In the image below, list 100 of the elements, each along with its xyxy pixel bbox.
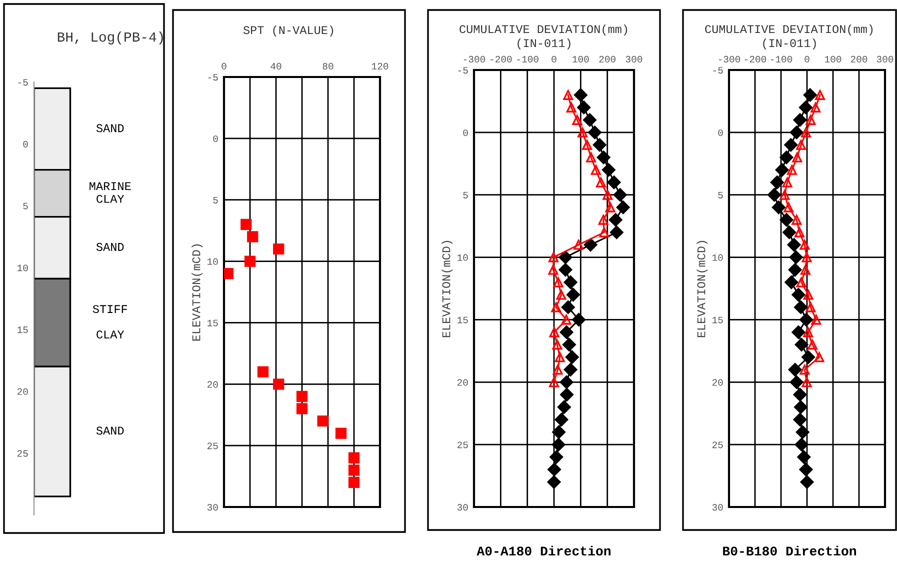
point xyxy=(602,163,616,177)
chart-title: SPT (N-VALUE) xyxy=(243,26,334,36)
point xyxy=(582,140,592,150)
point xyxy=(554,352,565,362)
point xyxy=(806,302,816,312)
x-tick-label: 40 xyxy=(270,62,282,70)
point xyxy=(811,314,822,325)
point xyxy=(782,177,792,188)
x-tick-label: -300 xyxy=(464,56,486,63)
chart-title: CUMULATIVE DEVIATION(mm) xyxy=(705,24,873,36)
point xyxy=(244,256,256,267)
point xyxy=(560,325,574,339)
y-tick-label: 5 xyxy=(213,196,218,204)
text: SAND xyxy=(96,242,124,251)
point xyxy=(552,438,566,452)
point xyxy=(797,450,811,464)
point xyxy=(780,190,790,200)
point xyxy=(793,412,807,426)
point xyxy=(800,264,810,275)
point xyxy=(794,338,808,352)
y-tick-label: 20 xyxy=(457,379,468,386)
y-tick-label: 25 xyxy=(17,450,28,457)
y-tick-label: 5 xyxy=(463,192,468,198)
point xyxy=(814,352,824,362)
point xyxy=(335,428,347,439)
point xyxy=(802,377,812,388)
point xyxy=(799,462,813,476)
x-tick-label: -300 xyxy=(718,56,740,63)
chart-subtitle: (IN-011) xyxy=(518,38,570,50)
point xyxy=(549,377,559,388)
point xyxy=(296,403,308,414)
x-tick-label: 0 xyxy=(804,56,810,63)
y-tick-label: 10 xyxy=(712,254,723,261)
y-tick-label: 25 xyxy=(712,442,723,448)
point xyxy=(590,164,601,175)
point xyxy=(775,163,789,177)
y-axis-title: ELEVATION(mCD) xyxy=(192,244,203,341)
y-tick-label: 25 xyxy=(207,442,218,450)
point xyxy=(794,438,808,452)
point xyxy=(772,200,786,214)
point xyxy=(548,264,558,275)
point xyxy=(786,164,797,175)
y-tick-label: 20 xyxy=(17,388,28,395)
point xyxy=(608,213,622,227)
point xyxy=(558,250,572,264)
point xyxy=(784,138,798,152)
point xyxy=(803,290,814,300)
point xyxy=(257,366,269,378)
y-tick-label: -5 xyxy=(208,74,218,81)
y-tick-label: 15 xyxy=(457,316,468,324)
point xyxy=(789,250,803,264)
point xyxy=(792,152,802,162)
point xyxy=(273,243,284,255)
point xyxy=(348,476,360,488)
point xyxy=(552,364,563,375)
y-tick-label: 0 xyxy=(23,140,28,148)
point xyxy=(247,231,258,242)
y-tick-label: 0 xyxy=(213,135,218,142)
point xyxy=(800,127,811,138)
point xyxy=(807,340,818,350)
y-tick-label: 0 xyxy=(718,129,723,136)
point xyxy=(788,362,802,376)
x-tick-label: 0 xyxy=(222,62,226,70)
y-tick-label: 15 xyxy=(17,326,28,334)
point xyxy=(613,188,627,202)
point xyxy=(800,364,810,375)
point xyxy=(558,263,572,276)
point xyxy=(348,452,360,464)
point xyxy=(273,378,284,390)
y-tick-label: 15 xyxy=(207,320,218,326)
point xyxy=(553,277,564,288)
point xyxy=(556,290,566,300)
y-tick-label: 5 xyxy=(718,192,723,198)
point xyxy=(607,176,621,190)
y-tick-label: 15 xyxy=(712,316,723,324)
point xyxy=(800,475,814,489)
y-axis-title: ELEVATION(mCD) xyxy=(696,240,708,338)
point xyxy=(610,226,624,240)
y-tick-label: 5 xyxy=(23,202,28,210)
y-tick-label: 0 xyxy=(463,129,468,136)
x-tick-label: -200 xyxy=(744,56,766,63)
point xyxy=(770,176,784,190)
point xyxy=(794,227,804,238)
point xyxy=(588,126,602,140)
x-tick-label: 300 xyxy=(626,56,642,63)
point xyxy=(794,300,808,314)
point xyxy=(577,100,591,114)
point xyxy=(803,88,817,102)
point xyxy=(560,388,574,402)
y-tick-label: 10 xyxy=(207,258,218,265)
point xyxy=(564,362,578,376)
point xyxy=(296,390,308,402)
point xyxy=(784,202,794,212)
text: STIFF CLAY xyxy=(92,305,128,339)
x-tick-label: 0 xyxy=(552,56,556,63)
y-tick-label: 25 xyxy=(457,442,468,448)
text: A0-A180 Direction xyxy=(476,546,610,556)
point xyxy=(554,412,568,426)
point xyxy=(566,102,576,112)
x-tick-label: 100 xyxy=(572,56,589,63)
